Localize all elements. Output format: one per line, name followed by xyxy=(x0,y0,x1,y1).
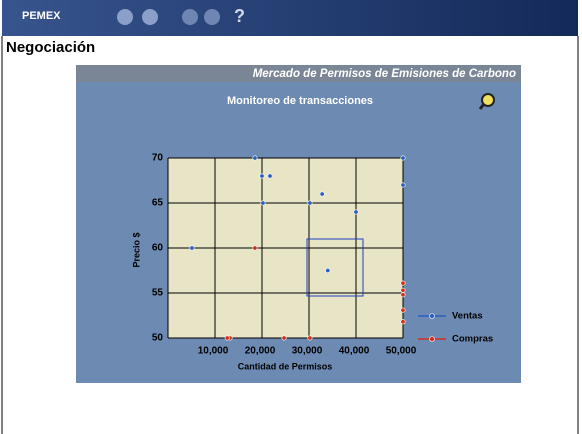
point xyxy=(400,319,406,325)
x-tick-label: 20,000 xyxy=(245,346,276,357)
point xyxy=(260,200,266,206)
point xyxy=(259,173,265,179)
x-axis-label: Cantidad de Permisos xyxy=(238,361,333,371)
point xyxy=(325,267,331,273)
point xyxy=(307,200,313,206)
icon[interactable] xyxy=(204,9,220,25)
point xyxy=(400,280,406,286)
point xyxy=(252,155,258,161)
top-bar-shade xyxy=(2,0,578,36)
icon[interactable] xyxy=(182,9,198,25)
y-tick-label: 50 xyxy=(152,333,164,344)
point xyxy=(353,209,359,215)
selection-box[interactable] xyxy=(306,238,364,297)
point xyxy=(252,245,258,251)
logo: PEMEX xyxy=(22,10,61,22)
point xyxy=(400,287,406,293)
point xyxy=(400,292,406,298)
point xyxy=(400,307,406,313)
point xyxy=(189,245,195,251)
zoom-handle[interactable] xyxy=(478,103,486,110)
y-tick-label: 55 xyxy=(152,288,164,299)
point xyxy=(307,335,313,341)
point xyxy=(281,335,287,341)
y-tick-label: 60 xyxy=(152,243,164,254)
help-icon[interactable]: ? xyxy=(234,6,245,26)
point xyxy=(267,173,273,179)
x-tick-label: 50,000 xyxy=(386,346,417,357)
point xyxy=(319,191,325,197)
point xyxy=(400,155,406,161)
point xyxy=(400,182,406,188)
toolbar-icons[interactable]: ? xyxy=(117,6,245,26)
icon[interactable] xyxy=(142,9,158,25)
y-axis-label: Precio $ xyxy=(131,232,141,267)
panel-header xyxy=(76,65,521,82)
y-tick-label: 65 xyxy=(152,198,164,209)
panel-title: Mercado de Permisos de Emisiones de Carb… xyxy=(253,68,516,80)
point xyxy=(224,335,230,341)
legend-label: Ventas xyxy=(452,311,483,322)
legend-marker xyxy=(429,336,435,342)
zoom-icon[interactable] xyxy=(478,93,495,110)
chart-title: Monitoreo de transacciones xyxy=(227,95,373,107)
x-tick-label: 10,000 xyxy=(198,346,229,357)
icon[interactable] xyxy=(117,9,133,25)
legend-label: Compras xyxy=(452,334,493,345)
legend-marker xyxy=(429,313,435,319)
x-tick-label: 40,000 xyxy=(339,346,370,357)
y-tick-label: 70 xyxy=(152,153,164,164)
x-tick-label: 30,000 xyxy=(292,346,323,357)
page-title: Negociación xyxy=(6,39,95,56)
zoom-lens[interactable] xyxy=(481,93,495,107)
